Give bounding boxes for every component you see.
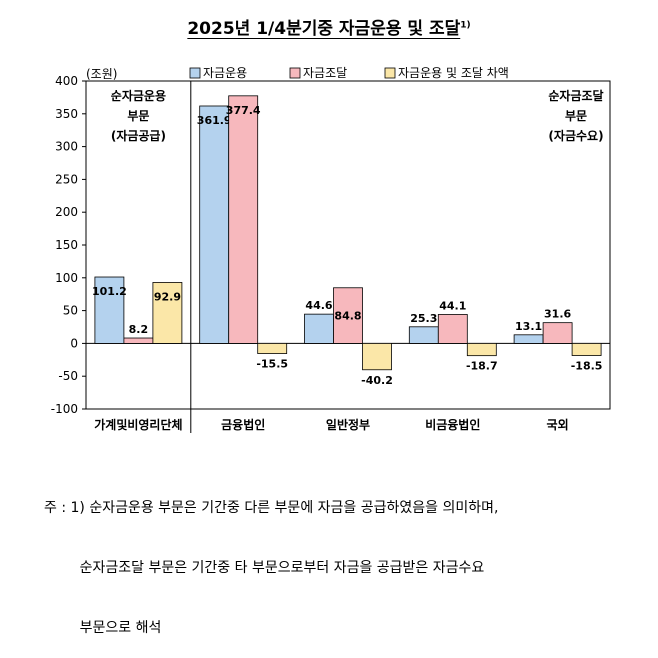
data-label: -15.5 [256,358,288,371]
data-label: 92.9 [154,290,181,303]
y-tick-label: 150 [55,238,78,252]
annotation-left-line: (자금공급) [111,128,166,143]
data-label: 377.4 [226,104,261,117]
bar [123,337,154,344]
bar [333,287,363,344]
y-tick-label: 250 [55,172,78,186]
x-tick-label: 국외 [547,417,569,432]
title-footnote-marker: 1) [460,20,471,31]
data-label: 101.2 [92,285,127,298]
annotation-left-line: 순자금운용 [111,88,166,103]
legend-swatch [384,67,396,79]
footnote-line-2: 순자금조달 부문은 기간중 타 부문으로부터 자금을 공급받은 자금수요 [44,560,485,576]
bar [542,322,573,344]
data-label: 31.6 [544,308,571,321]
chart-title-text: 2025년 1/4분기중 자금운용 및 조달 [187,19,461,39]
y-tick-label: -50 [58,369,78,383]
y-tick-label: 0 [70,336,78,350]
y-tick-label: 100 [55,271,78,285]
footnote-line-1: 주 : 1) 순자금운용 부문은 기간중 다른 부문에 자금을 공급하였음을 의… [44,500,499,516]
bar [408,326,439,344]
legend-label: 자금운용 및 조달 차액 [398,66,509,80]
bar [257,342,288,354]
y-tick-label: 300 [55,140,78,154]
data-label: 8.2 [129,323,149,336]
bar [199,105,230,344]
data-label: 44.1 [439,299,466,312]
data-label: -40.2 [361,374,393,387]
y-tick-label: 50 [63,304,78,318]
footnote: 주 : 1) 순자금운용 부문은 기간중 다른 부문에 자금을 공급하였음을 의… [44,458,644,658]
bar [571,342,602,356]
data-label: 44.6 [305,299,332,312]
y-axis-unit: (조원) [86,67,117,81]
data-label: 84.8 [334,310,361,323]
legend-swatch [189,67,201,79]
x-tick-label: 금융법인 [221,417,265,432]
bar [437,314,468,344]
bar [304,313,334,344]
bar [152,282,183,344]
annotation-right-line: 부문 [565,109,587,123]
bar [94,276,125,344]
bar [228,95,259,344]
annotation-left-line: 부문 [127,109,149,123]
annotation-right-line: 순자금조달 [548,88,603,103]
data-label: -18.5 [571,360,603,373]
x-tick-label: 비금융법인 [425,417,480,432]
data-label: 25.3 [410,312,437,325]
y-tick-label: 400 [55,74,78,88]
data-label: 13.1 [515,320,542,333]
legend-swatch [289,67,301,79]
plot-area [85,80,611,410]
chart-title: 2025년 1/4분기중 자금운용 및 조달1) [0,14,658,39]
x-tick-label: 일반정부 [326,417,370,432]
bar-chart: -100 -50 0 50 100 150 200 250 300 350 400 (조원) 101.2… [40,58,620,450]
annotation-right-line: (자금수요) [548,128,603,143]
y-tick-label: 350 [55,107,78,121]
legend-label: 자금조달 [303,66,347,80]
legend-label: 자금운용 [203,66,247,80]
footnote-line-3: 부문으로 해석 [44,620,162,636]
bar [466,342,497,357]
y-tick-label: -100 [51,402,78,416]
bar [513,334,544,344]
data-label: 361.9 [197,114,232,127]
bar [362,342,392,371]
data-label: -18.7 [466,360,498,373]
x-tick-label: 가계및비영리단체 [94,417,182,432]
y-tick-label: 200 [55,205,78,219]
